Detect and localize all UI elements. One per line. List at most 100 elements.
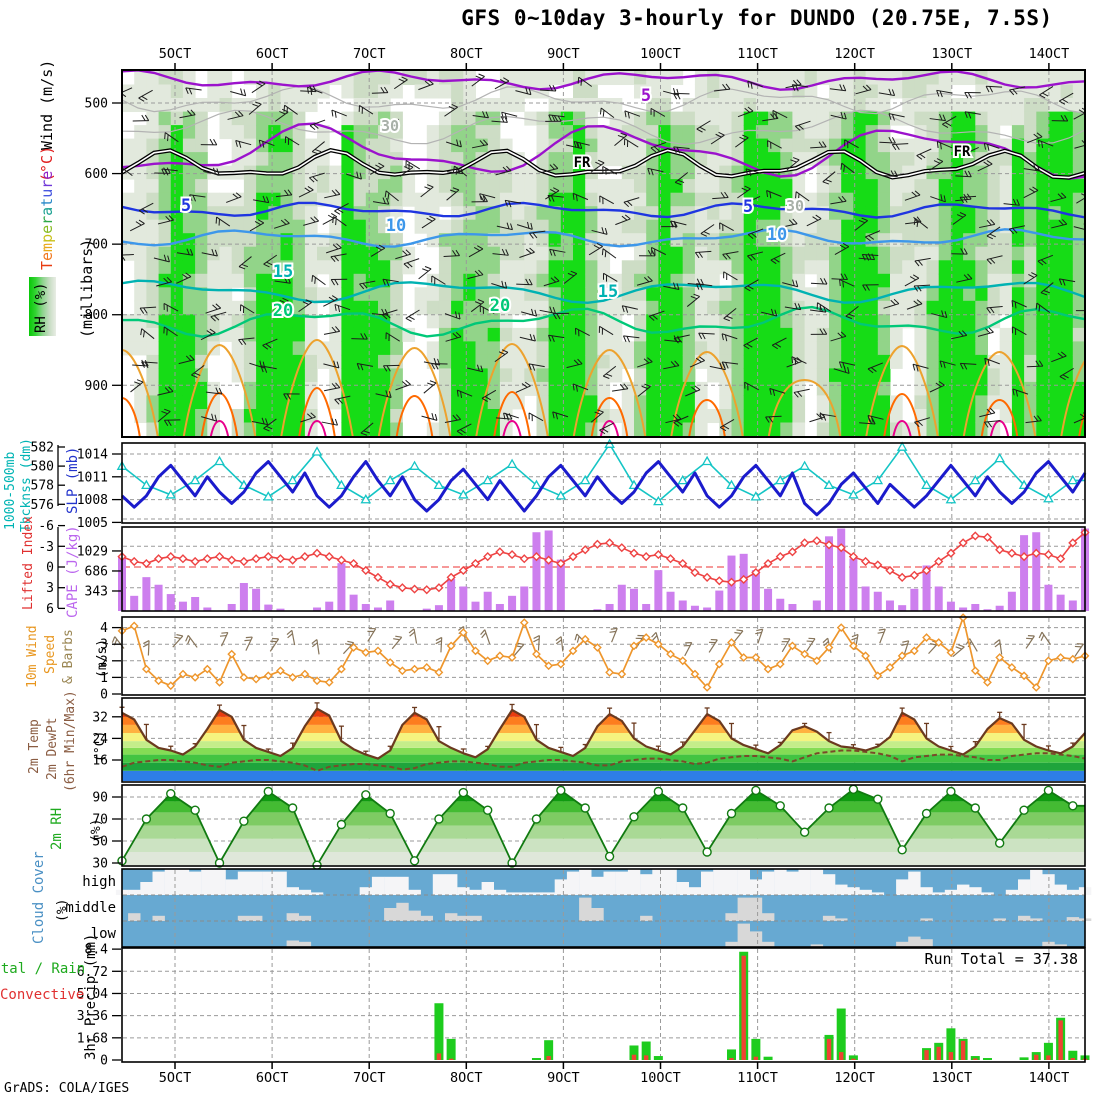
- tick-label: 0: [100, 1054, 108, 1069]
- tick-label: 580: [31, 460, 54, 475]
- date-label-bottom: 7OCT: [353, 1070, 386, 1086]
- rh2m-axis-label: 2m RH: [49, 807, 65, 850]
- tick-label: 1005: [77, 516, 108, 531]
- tick-label: 582: [31, 441, 54, 456]
- date-label-top: 12OCT: [834, 46, 875, 62]
- temp2m-unit-label: (°C): [93, 730, 108, 762]
- tick-label: 600: [85, 167, 108, 182]
- date-label-bottom: 14OCT: [1029, 1070, 1070, 1086]
- contour-label: 15: [273, 262, 293, 282]
- tick-label: 32: [92, 710, 108, 725]
- slp-thickness-panel: [116, 438, 1087, 522]
- date-label-bottom: 6OCT: [256, 1070, 289, 1086]
- precip-convective-label: Convective: [0, 987, 85, 1003]
- pressure-axis-label: (millibars): [78, 238, 96, 338]
- tick-label: 800: [85, 308, 108, 323]
- lifted-index-axis-label: Lifted Index: [21, 516, 36, 610]
- tick-label: 3.36: [77, 1009, 108, 1024]
- tick-label: 24: [92, 732, 108, 747]
- tick-label: 578: [31, 479, 54, 494]
- rh-axis-label: RH (%): [33, 282, 49, 333]
- tick-label: -6: [38, 519, 54, 534]
- wind10m-panel: [111, 613, 1090, 694]
- contour-label: 5: [641, 86, 651, 106]
- panel-border: [121, 442, 1086, 524]
- contour-label: 30: [381, 117, 399, 135]
- wind10m-axis-label-2: Speed: [43, 634, 58, 674]
- tick-label: 6.72: [77, 965, 108, 980]
- date-label-bottom: 5OCT: [159, 1070, 192, 1086]
- date-label-bottom: 10OCT: [640, 1070, 681, 1086]
- wind-axis-label: Wind (m/s): [38, 59, 56, 150]
- cloud-row-label-low: low: [90, 926, 116, 942]
- thickness-axis-label-1: 1000-500mb: [3, 451, 18, 530]
- tick-label: 576: [31, 498, 54, 513]
- tick-label: 1.68: [77, 1031, 108, 1046]
- cloud-row-label-high: high: [82, 874, 116, 890]
- tick-label: 4: [100, 621, 108, 636]
- date-label-top: 9OCT: [547, 46, 580, 62]
- date-label-top: 5OCT: [159, 46, 192, 62]
- panel-border: [121, 616, 1086, 696]
- tick-label: 5.04: [77, 987, 108, 1002]
- slp-axis-label: SLP (mb): [65, 446, 81, 514]
- tick-label: 70: [92, 813, 108, 828]
- contour-label: 20: [490, 296, 510, 316]
- tick-label: 900: [85, 379, 108, 394]
- date-label-top: 7OCT: [353, 46, 386, 62]
- tick-label: 686: [85, 564, 108, 579]
- contour-label: 30: [786, 197, 804, 215]
- upper-air-panel: 5 30 30 FR FR 5 5 10 10 15 15 20 20: [123, 71, 1084, 436]
- tick-label: -3: [38, 540, 54, 555]
- date-label-bottom: 8OCT: [450, 1070, 483, 1086]
- contour-label: 10: [386, 216, 406, 236]
- wind10m-unit-label: (m/s): [95, 638, 110, 678]
- tick-label: 343: [85, 584, 108, 599]
- contour-label: 20: [273, 301, 293, 321]
- cloud-row-label-middle: middle: [65, 900, 116, 916]
- rh-legend-swatch: [29, 277, 56, 336]
- page-title: GFS 0~10day 3-hourly for DUNDO (20.75E, …: [461, 6, 1053, 30]
- contour-label: 10: [767, 225, 787, 245]
- tick-label: 50: [92, 835, 108, 850]
- temp2m-panel: [119, 699, 1086, 781]
- precip-panel: [123, 949, 1090, 1061]
- tick-label: 500: [85, 97, 108, 112]
- cape-li-panel: [117, 527, 1090, 611]
- tick-label: 1008: [77, 493, 108, 508]
- tick-label: 1011: [77, 470, 108, 485]
- date-label-bottom: 11OCT: [737, 1070, 778, 1086]
- contour-label: 15: [598, 282, 618, 302]
- date-label-top: 13OCT: [931, 46, 972, 62]
- run-total-label: Run Total = 37.38: [924, 950, 1078, 968]
- temp2m-axis-label-3: (6hr Min/Max): [63, 690, 78, 792]
- panel-border: [121, 526, 1086, 612]
- wind10m-axis-label-1: 10m Wind: [25, 625, 40, 688]
- date-label-bottom: 9OCT: [547, 1070, 580, 1086]
- panel-border: [121, 697, 1086, 783]
- cloud-panel: [115, 869, 1092, 947]
- cape-axis-label: CAPE (J/kg): [65, 525, 81, 618]
- tick-label: 3: [46, 581, 54, 596]
- tick-label: 8.4: [85, 943, 109, 958]
- date-label-top: 14OCT: [1029, 46, 1070, 62]
- tick-label: 1: [100, 671, 108, 686]
- contour-label: FR: [954, 144, 971, 160]
- contour-label: 5: [181, 196, 191, 216]
- tick-label: 1014: [77, 448, 108, 463]
- precip-total-label: Total / Rain: [0, 961, 86, 977]
- tick-label: 3: [100, 638, 108, 653]
- tick-label: 0: [100, 688, 108, 703]
- temp2m-axis-label-1: 2m Temp: [27, 719, 42, 774]
- date-label-bottom: 13OCT: [931, 1070, 972, 1086]
- tick-label: 16: [92, 754, 108, 769]
- tick-label: 2: [100, 654, 108, 669]
- grads-credit: GrADS: COLA/IGES: [4, 1081, 130, 1096]
- tick-label: 6: [46, 602, 54, 617]
- panel-border: [121, 784, 1086, 867]
- rh2m-panel: [117, 784, 1085, 870]
- panel-border: [121, 69, 1086, 438]
- date-label-top: 8OCT: [450, 46, 483, 62]
